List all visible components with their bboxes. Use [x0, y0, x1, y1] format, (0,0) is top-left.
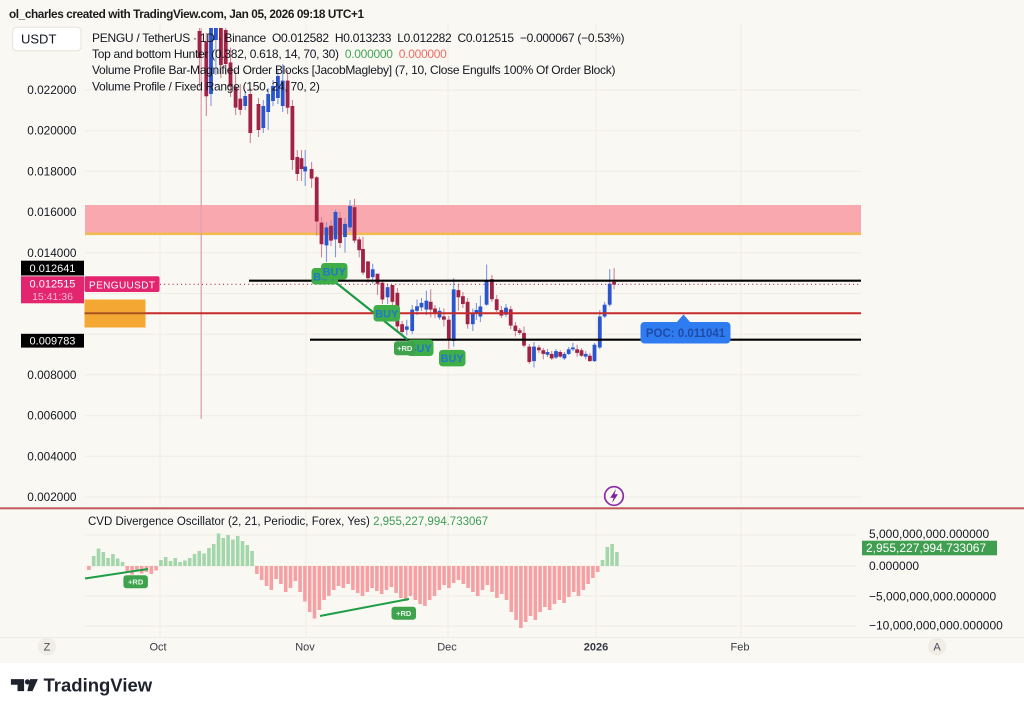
svg-text:ol_charles created with Tradin: ol_charles created with TradingView.com,… — [9, 7, 364, 21]
svg-text:BUY: BUY — [375, 308, 399, 320]
svg-text:15:41:36: 15:41:36 — [32, 291, 73, 303]
svg-text:0.016000: 0.016000 — [27, 205, 77, 219]
svg-text:0.009783: 0.009783 — [30, 336, 76, 348]
svg-text:0.012641: 0.012641 — [30, 263, 76, 275]
svg-text:0.012515: 0.012515 — [30, 279, 76, 291]
svg-text:Volume Profile / Fixed Range (: Volume Profile / Fixed Range (150, 24, 7… — [92, 79, 320, 93]
svg-text:BUY: BUY — [323, 266, 347, 278]
svg-text:TradingView: TradingView — [44, 675, 153, 696]
svg-text:USDT: USDT — [21, 32, 56, 47]
svg-text:PENGUUSDT: PENGUUSDT — [89, 280, 155, 291]
svg-text:2026: 2026 — [584, 642, 608, 654]
svg-text:+RD: +RD — [396, 609, 412, 618]
svg-text:5,000,000,000.000000: 5,000,000,000.000000 — [869, 527, 989, 541]
svg-text:0.020000: 0.020000 — [27, 124, 77, 138]
svg-text:Oct: Oct — [149, 642, 166, 654]
svg-text:PENGU / TetherUS · 1D · Binanc: PENGU / TetherUS · 1D · Binance O0.01258… — [92, 31, 624, 45]
svg-text:Top and bottom Hunter (0.382,: Top and bottom Hunter (0.382, 0.618, 14,… — [92, 47, 447, 61]
svg-text:0.014000: 0.014000 — [27, 246, 77, 260]
svg-text:POC: 0.011041: POC: 0.011041 — [646, 328, 726, 340]
svg-text:0.022000: 0.022000 — [27, 83, 77, 97]
svg-text:0.006000: 0.006000 — [27, 409, 77, 423]
svg-text:Z: Z — [44, 642, 51, 654]
svg-text:0.018000: 0.018000 — [27, 164, 77, 178]
svg-text:0.008000: 0.008000 — [27, 368, 77, 382]
svg-text:Feb: Feb — [731, 642, 750, 654]
svg-text:0.002000: 0.002000 — [27, 490, 77, 504]
svg-text:0.004000: 0.004000 — [27, 449, 77, 463]
svg-text:+RD: +RD — [397, 344, 413, 353]
svg-text:Volume Profile Bar-Magnified O: Volume Profile Bar-Magnified Order Block… — [92, 63, 615, 77]
svg-text:0.000000: 0.000000 — [869, 559, 919, 573]
svg-text:CVD Divergence Oscillator (2,: CVD Divergence Oscillator (2, 21, Period… — [88, 516, 488, 528]
svg-text:−5,000,000,000.000000: −5,000,000,000.000000 — [869, 590, 996, 604]
svg-text:A: A — [933, 642, 941, 654]
svg-text:Nov: Nov — [295, 642, 315, 654]
svg-text:+RD: +RD — [128, 577, 144, 586]
svg-text:−10,000,000,000.000000: −10,000,000,000.000000 — [869, 619, 1003, 633]
svg-text:2,955,227,994.733067: 2,955,227,994.733067 — [866, 541, 986, 555]
svg-text:Dec: Dec — [437, 642, 457, 654]
svg-text:BUY: BUY — [441, 353, 465, 365]
